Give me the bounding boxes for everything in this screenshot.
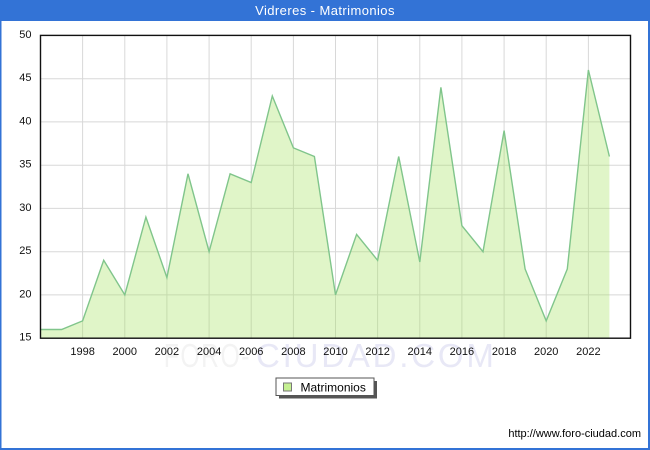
- svg-text:FORO-: FORO-: [164, 339, 251, 375]
- svg-text:2012: 2012: [365, 346, 389, 358]
- svg-text:Matrimonios: Matrimonios: [301, 381, 366, 395]
- svg-text:2022: 2022: [576, 346, 600, 358]
- svg-text:2000: 2000: [113, 346, 137, 358]
- svg-text:15: 15: [19, 332, 31, 344]
- svg-text:35: 35: [19, 159, 31, 171]
- svg-text:30: 30: [19, 202, 31, 214]
- svg-text:2016: 2016: [450, 346, 474, 358]
- svg-text:25: 25: [19, 245, 31, 257]
- svg-text:20: 20: [19, 288, 31, 300]
- svg-text:2002: 2002: [155, 346, 179, 358]
- svg-text:45: 45: [19, 72, 31, 84]
- svg-text:2014: 2014: [408, 346, 432, 358]
- svg-text:2006: 2006: [239, 346, 263, 358]
- svg-text:2004: 2004: [197, 346, 221, 358]
- svg-text:CIUDAD.COM: CIUDAD.COM: [256, 337, 497, 374]
- svg-text:http://www.foro-ciudad.com: http://www.foro-ciudad.com: [508, 428, 641, 440]
- svg-text:Vidreres - Matrimonios: Vidreres - Matrimonios: [255, 3, 395, 18]
- svg-text:2020: 2020: [534, 346, 558, 358]
- svg-text:2010: 2010: [323, 346, 347, 358]
- svg-text:1998: 1998: [70, 346, 94, 358]
- svg-text:2018: 2018: [492, 346, 516, 358]
- svg-text:2008: 2008: [281, 346, 305, 358]
- svg-text:40: 40: [19, 115, 31, 127]
- svg-text:50: 50: [19, 29, 31, 41]
